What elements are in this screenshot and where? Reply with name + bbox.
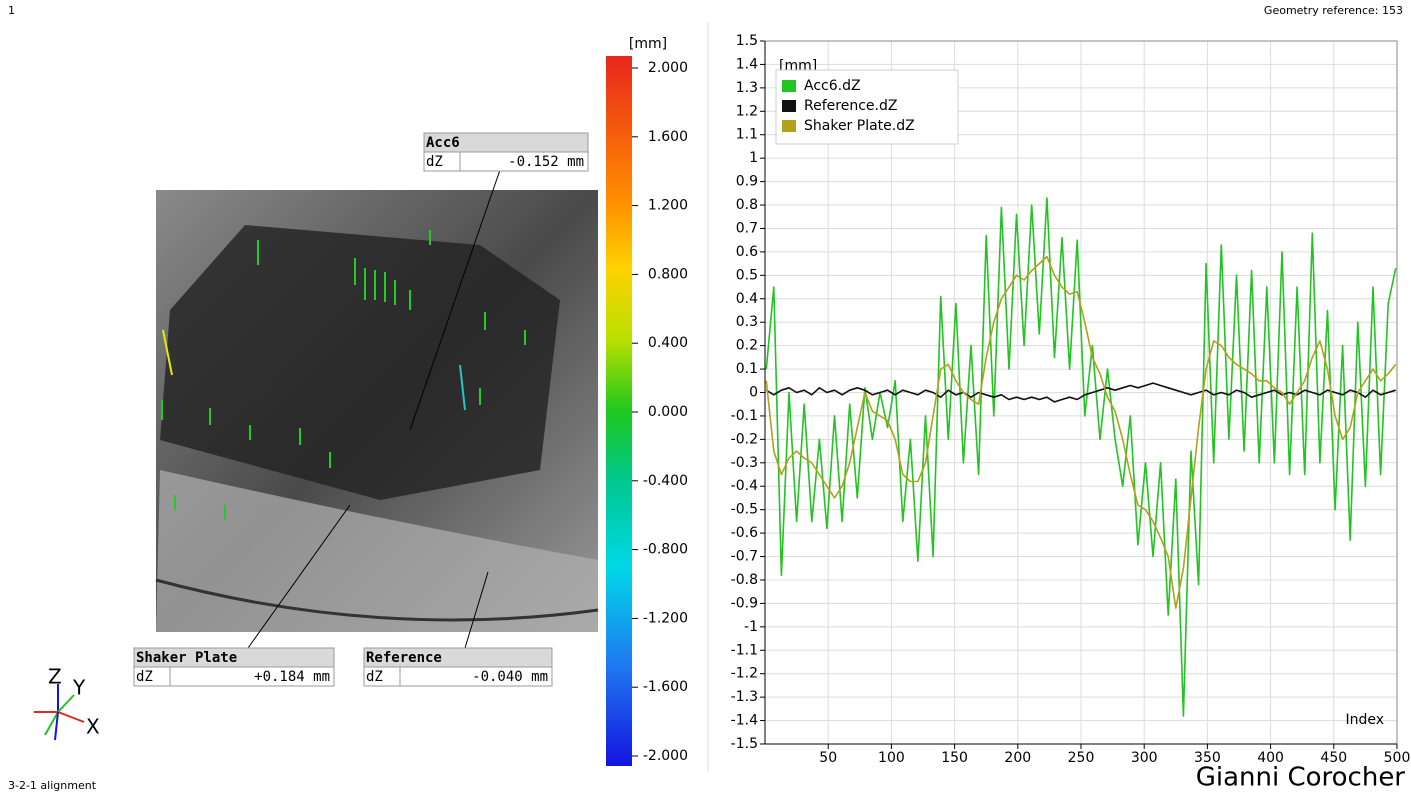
colorbar-tick-label: -1.200 — [643, 610, 688, 626]
y-tick-label: 0.6 — [736, 244, 758, 260]
callout-field: dZ — [136, 669, 153, 685]
triad-y: Y — [72, 676, 86, 700]
legend-label: Acc6.dZ — [804, 78, 861, 94]
y-tick-label: -0.1 — [731, 408, 758, 424]
callout-title: Acc6 — [426, 135, 460, 151]
y-tick-label: -1.1 — [731, 642, 758, 658]
y-tick-label: -0.7 — [731, 549, 758, 565]
y-tick-label: -1.5 — [731, 736, 758, 752]
y-tick-label: 1.5 — [736, 33, 758, 49]
geometry-reference: Geometry reference: 153 — [1264, 4, 1403, 17]
x-tick-label: 100 — [878, 750, 905, 766]
callout-title: Reference — [366, 650, 442, 666]
y-tick-label: -1.4 — [731, 713, 758, 729]
colorbar-tick-label: -1.600 — [643, 679, 688, 695]
x-tick-label: 400 — [1257, 750, 1284, 766]
colorbar-tick-label: 1.200 — [648, 198, 688, 214]
legend-swatch — [782, 120, 796, 132]
author: Gianni Corocher — [1196, 763, 1406, 793]
y-tick-label: -1.2 — [731, 666, 758, 682]
y-tick-label: 1.1 — [736, 127, 758, 143]
callout-value: +0.184 mm — [254, 669, 330, 685]
y-tick-label: 1.2 — [736, 103, 758, 119]
colorbar-unit: [mm] — [629, 36, 667, 52]
y-tick-label: -0.5 — [731, 502, 758, 518]
callout-field: dZ — [426, 154, 443, 170]
y-tick-label: 0.2 — [736, 338, 758, 354]
legend-label: Reference.dZ — [804, 98, 897, 114]
x-tick-label: 150 — [941, 750, 968, 766]
y-tick-label: -1 — [744, 619, 758, 635]
y-tick-label: 0.3 — [736, 314, 758, 330]
x-axis-label: Index — [1345, 712, 1384, 728]
y-tick-label: 0.7 — [736, 220, 758, 236]
colorbar-tick-label: 2.000 — [648, 60, 688, 76]
colorbar-tick-label: 0.800 — [648, 266, 688, 282]
x-tick-label: 200 — [1004, 750, 1031, 766]
y-tick-label: -1.3 — [731, 689, 758, 705]
status-text: 3-2-1 alignment — [8, 779, 97, 792]
y-tick-label: 0.8 — [736, 197, 758, 213]
colorbar-tick-label: 1.600 — [648, 129, 688, 145]
app-window: 1 Geometry reference: 153 Z Y X [mm] — [0, 0, 1411, 795]
y-tick-label: -0.2 — [731, 431, 758, 447]
legend-swatch — [782, 100, 796, 112]
x-tick-label: 300 — [1131, 750, 1158, 766]
y-tick-label: -0.4 — [731, 478, 758, 494]
y-tick-label: 0.9 — [736, 174, 758, 190]
frame-number: 1 — [8, 4, 15, 17]
callout-value: -0.040 mm — [472, 669, 548, 685]
y-tick-label: 1.3 — [736, 80, 758, 96]
triad-x: X — [86, 715, 100, 739]
x-tick-label: 50 — [819, 750, 837, 766]
y-tick-label: -0.6 — [731, 525, 758, 541]
colorbar — [606, 56, 632, 766]
colorbar-tick-label: -0.400 — [643, 473, 688, 489]
photo-view — [156, 190, 598, 632]
callout-field: dZ — [366, 669, 383, 685]
triad-z: Z — [48, 665, 62, 689]
colorbar-tick-label: 0.400 — [648, 335, 688, 351]
y-tick-label: 0.4 — [736, 291, 758, 307]
callout-value: -0.152 mm — [508, 154, 584, 170]
colorbar-tick-label: -0.800 — [643, 542, 688, 558]
colorbar-tick-label: -2.000 — [643, 748, 688, 764]
y-tick-label: -0.8 — [731, 572, 758, 588]
x-tick-label: 250 — [1068, 750, 1095, 766]
x-tick-label: 350 — [1194, 750, 1221, 766]
colorbar-tick-label: 0.000 — [648, 404, 688, 420]
y-tick-label: 0 — [749, 385, 758, 401]
y-tick-label: 0.1 — [736, 361, 758, 377]
y-tick-label: 1.4 — [736, 56, 758, 72]
y-tick-label: 0.5 — [736, 267, 758, 283]
legend-swatch — [782, 80, 796, 92]
x-tick-label: 500 — [1384, 750, 1411, 766]
y-tick-label: 1 — [749, 150, 758, 166]
x-tick-label: 450 — [1320, 750, 1347, 766]
y-tick-label: -0.9 — [731, 595, 758, 611]
legend-label: Shaker Plate.dZ — [804, 118, 915, 134]
y-tick-label: -0.3 — [731, 455, 758, 471]
callout-title: Shaker Plate — [136, 650, 237, 666]
